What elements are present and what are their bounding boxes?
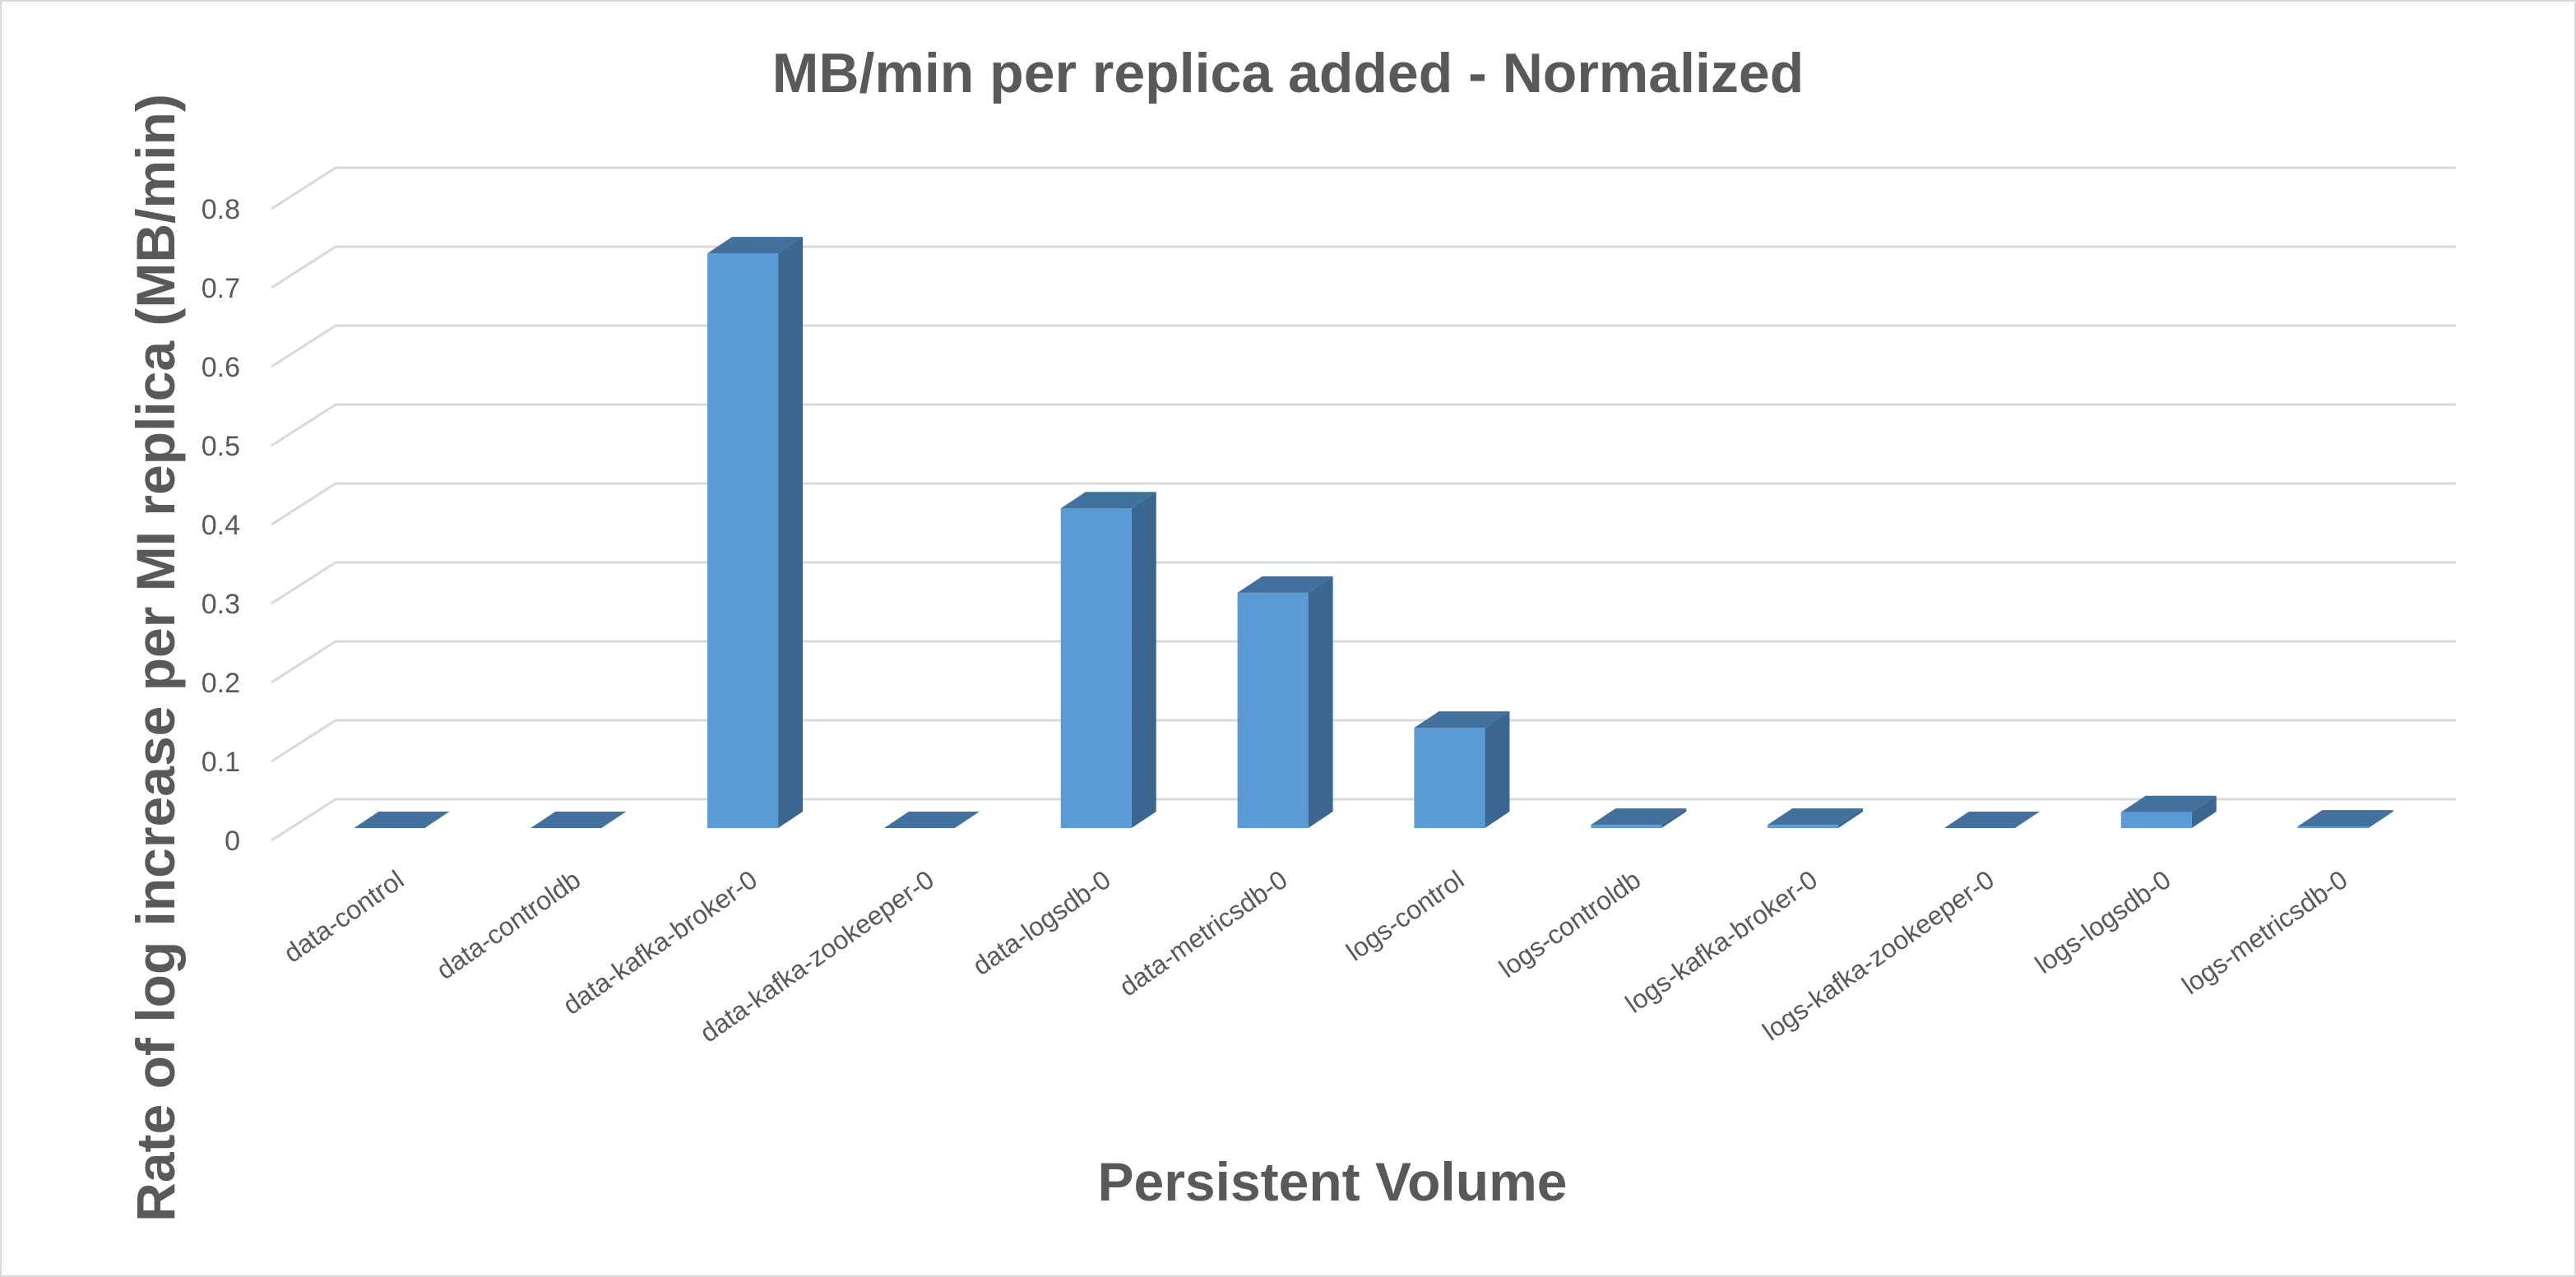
bar-top	[2297, 810, 2393, 827]
bar-side	[1308, 576, 1333, 828]
gridline	[271, 245, 2456, 289]
gridline	[271, 640, 2456, 684]
bar-top	[1768, 808, 1864, 826]
bar	[2120, 795, 2217, 828]
gridlines	[271, 166, 2456, 842]
y-tick-label: 0.8	[202, 194, 240, 225]
bar	[530, 812, 627, 828]
gridline	[271, 482, 2456, 526]
bar	[354, 812, 450, 828]
bar-side	[778, 237, 804, 828]
bar	[1060, 492, 1156, 828]
bar-top	[2120, 795, 2217, 812]
bar	[1237, 576, 1333, 828]
x-axis-title: Persistent Volume	[1098, 1151, 1568, 1212]
bar	[1414, 711, 1510, 828]
bars	[354, 237, 2393, 828]
y-tick-label: 0.4	[202, 510, 240, 541]
gridline	[271, 561, 2456, 605]
bar-top	[1237, 576, 1333, 593]
bar-front	[1591, 825, 1662, 828]
gridline	[271, 403, 2456, 447]
bar	[1944, 812, 2040, 828]
bar-front	[1414, 728, 1485, 828]
bar-side	[1485, 711, 1510, 828]
bar	[883, 812, 980, 828]
bar-side	[2191, 795, 2217, 828]
bar-side	[1131, 492, 1156, 828]
bar-front	[1768, 825, 1839, 828]
chart-title: MB/min per replica added - Normalized	[772, 42, 1804, 104]
bar-top	[1944, 812, 2040, 828]
y-axis-ticks: 0 0.1 0.2 0.3 0.4 0.5 0.6 0.7 0.8	[202, 194, 240, 857]
bar	[1591, 808, 1687, 828]
y-tick-label: 0	[225, 826, 240, 857]
bar-top	[530, 812, 627, 828]
bar	[707, 237, 804, 828]
y-tick-label: 0.6	[202, 352, 240, 383]
bar-top	[1591, 808, 1687, 826]
bar-top	[883, 812, 980, 828]
bar-front	[2297, 826, 2369, 828]
y-tick-label: 0.7	[202, 273, 240, 304]
bar	[2297, 810, 2393, 828]
bar-top	[1414, 711, 1510, 729]
bar-top	[354, 812, 450, 828]
gridline	[271, 166, 2456, 211]
y-tick-label: 0.3	[202, 589, 240, 620]
bar-front	[1237, 592, 1309, 828]
y-tick-label: 0.2	[202, 668, 240, 699]
y-tick-label: 0.1	[202, 747, 240, 778]
gridline	[271, 324, 2456, 368]
bar-front	[2120, 812, 2192, 828]
gridline	[271, 798, 2456, 842]
bar-front	[707, 253, 779, 828]
gridline	[271, 719, 2456, 763]
bar	[1768, 808, 1864, 828]
y-axis-title: Rate of log increase per MI replica (MB/…	[125, 94, 186, 1222]
bar-top	[1060, 492, 1156, 509]
bar-top	[707, 237, 804, 254]
bar-side	[1838, 808, 1864, 828]
bar-side	[1661, 808, 1687, 828]
bar-side	[2368, 810, 2393, 828]
bar-front	[1060, 508, 1132, 828]
y-tick-label: 0.5	[202, 431, 240, 462]
